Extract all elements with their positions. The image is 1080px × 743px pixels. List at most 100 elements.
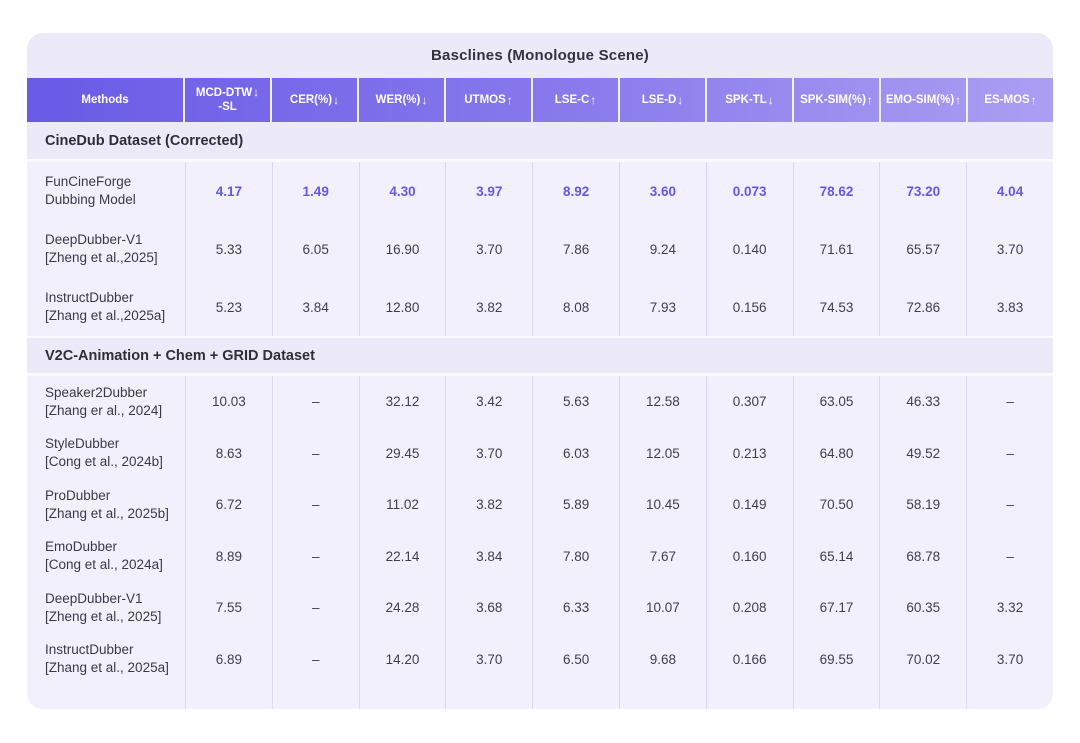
column-label: WER(%) [375,93,421,106]
section-header-0: CineDub Dataset (Corrected) [27,122,1053,162]
method-name: DeepDubber-V1 [45,232,143,248]
column-header-utmos: UTMOS ↑ [446,78,533,122]
method-cell: StyleDubber [Cong et al., 2024b] [27,428,185,480]
down-arrow-icon: ↓ [767,92,774,107]
method-citation: Dubbing Model [45,192,136,207]
value-cell: 0.149 [705,479,793,531]
column-header-lse-d: LSE-D ↓ [620,78,707,122]
value-cell: 0.140 [705,220,793,278]
value-cell: – [271,633,359,685]
value-cell: 3.70 [445,427,532,479]
value-cell: 6.72 [185,479,272,531]
value-cell: 4.17 [185,162,272,220]
table-row-deepdubber-v1: DeepDubber-V1 [Zheng et al.,2025] 5.33 6.05… [27,220,1053,278]
method-cell: InstructDubber [Zhang et al.,2025a] [27,278,185,336]
value-cell: 6.89 [185,633,272,685]
value-cell: 3.32 [966,582,1053,634]
value-cell: 6.05 [271,220,359,278]
value-cell: 3.82 [445,479,532,531]
value-cell: 5.63 [532,376,619,428]
value-cell: 22.14 [358,530,446,582]
table-row-deepdubber-v1: DeepDubber-V1 [Zheng et al., 2025] 7.55–24… [27,582,1053,634]
up-arrow-icon: ↑ [506,92,513,107]
filler-cell [966,685,1053,709]
value-cell: 4.30 [358,162,446,220]
value-cell: 12.05 [618,427,706,479]
value-cell: 7.80 [532,530,619,582]
value-cell: – [271,376,359,428]
value-cell: 32.12 [358,376,446,428]
value-cell: – [271,582,359,634]
table-row-styledubber: StyleDubber [Cong et al., 2024b] 8.63–29.4… [27,427,1053,480]
method-cell: ProDubber [Zhang et al., 2025b] [27,479,185,531]
value-cell: 0.156 [705,278,793,336]
value-cell: 12.80 [358,278,446,336]
value-cell: 3.68 [445,582,532,634]
value-cell: 65.14 [792,530,880,582]
value-cell: 3.82 [445,278,532,336]
value-cell: – [271,427,359,479]
value-cell: – [966,376,1053,428]
filler-cell [445,685,532,709]
up-arrow-icon: ↑ [866,92,873,107]
value-cell: 64.80 [792,427,880,479]
method-citation: [Cong et al., 2024a] [45,557,163,573]
column-header-mcd-dtw: MCD-DTW ↓ -SL [185,78,272,122]
column-header-emo-sim: EMO-SIM(%) ↑ [881,78,968,122]
value-cell: 14.20 [358,633,446,685]
column-label: ES-MOS [984,93,1030,106]
up-arrow-icon: ↑ [1030,92,1037,107]
down-arrow-icon: ↓ [253,85,260,100]
value-cell: – [966,479,1053,531]
value-cell: 9.68 [618,633,706,685]
value-cell: 11.02 [358,479,446,531]
column-header-es-mos: ES-MOS ↑ [968,78,1053,122]
value-cell: 5.89 [532,479,619,531]
value-cell: 8.92 [532,162,619,220]
value-cell: 3.70 [966,220,1053,278]
value-cell: 73.20 [879,162,966,220]
method-name: FunCineForge [45,174,132,190]
column-label: CER(%) [289,93,333,106]
value-cell: 72.86 [879,278,966,336]
down-arrow-icon: ↓ [333,92,340,107]
value-cell: 4.04 [966,162,1053,220]
value-cell: 63.05 [792,376,880,428]
value-cell: 0.307 [705,376,793,428]
down-arrow-icon: ↓ [677,92,684,107]
value-cell: 7.67 [618,530,706,582]
value-cell: 3.60 [618,162,706,220]
column-header-row: Methods MCD-DTW ↓ -SL CER(%) ↓ WER(%) ↓ UTMOS ↑ LS… [27,78,1053,122]
value-cell: 46.33 [879,376,966,428]
method-cell: FunCineForge Dubbing Model [27,162,185,220]
filler-cell [705,685,793,709]
value-cell: 5.33 [185,220,272,278]
table-row-speaker2dubber: Speaker2Dubber [Zhang er al., 2024] 10.03–… [27,376,1053,428]
filler-cell [879,685,966,709]
value-cell: 3.70 [445,220,532,278]
value-cell: 6.03 [532,427,619,479]
value-cell: 9.24 [618,220,706,278]
value-cell: 7.93 [618,278,706,336]
table-row-emodubber: EmoDubber [Cong et al., 2024a] 8.89–22.14 3… [27,530,1053,583]
value-cell: 71.61 [792,220,880,278]
table-row-produbber: ProDubber [Zhang et al., 2025b] 6.72–11.02… [27,479,1053,531]
value-cell: 49.52 [879,427,966,479]
table-row-instructdubber: InstructDubber [Zhang et al., 2025a] 6.89–… [27,633,1053,685]
column-header-lse-c: LSE-C ↑ [533,78,620,122]
column-header-methods: Methods [27,78,185,122]
method-cell: DeepDubber-V1 [Zheng et al., 2025] [27,582,185,634]
value-cell: 0.073 [705,162,793,220]
column-label: EMO-SIM(%) [885,93,955,106]
value-cell: 8.08 [532,278,619,336]
value-cell: 58.19 [879,479,966,531]
column-label: MCD-DTW [195,86,253,99]
column-header-spk-sim: SPK-SIM(%) ↑ [794,78,881,122]
filler-cell [358,685,446,709]
method-cell: EmoDubber [Cong et al., 2024a] [27,531,185,583]
value-cell: 6.50 [532,633,619,685]
value-cell: 68.78 [879,530,966,582]
value-cell: – [271,479,359,531]
column-label: LSE-D [641,93,677,106]
value-cell: 16.90 [358,220,446,278]
